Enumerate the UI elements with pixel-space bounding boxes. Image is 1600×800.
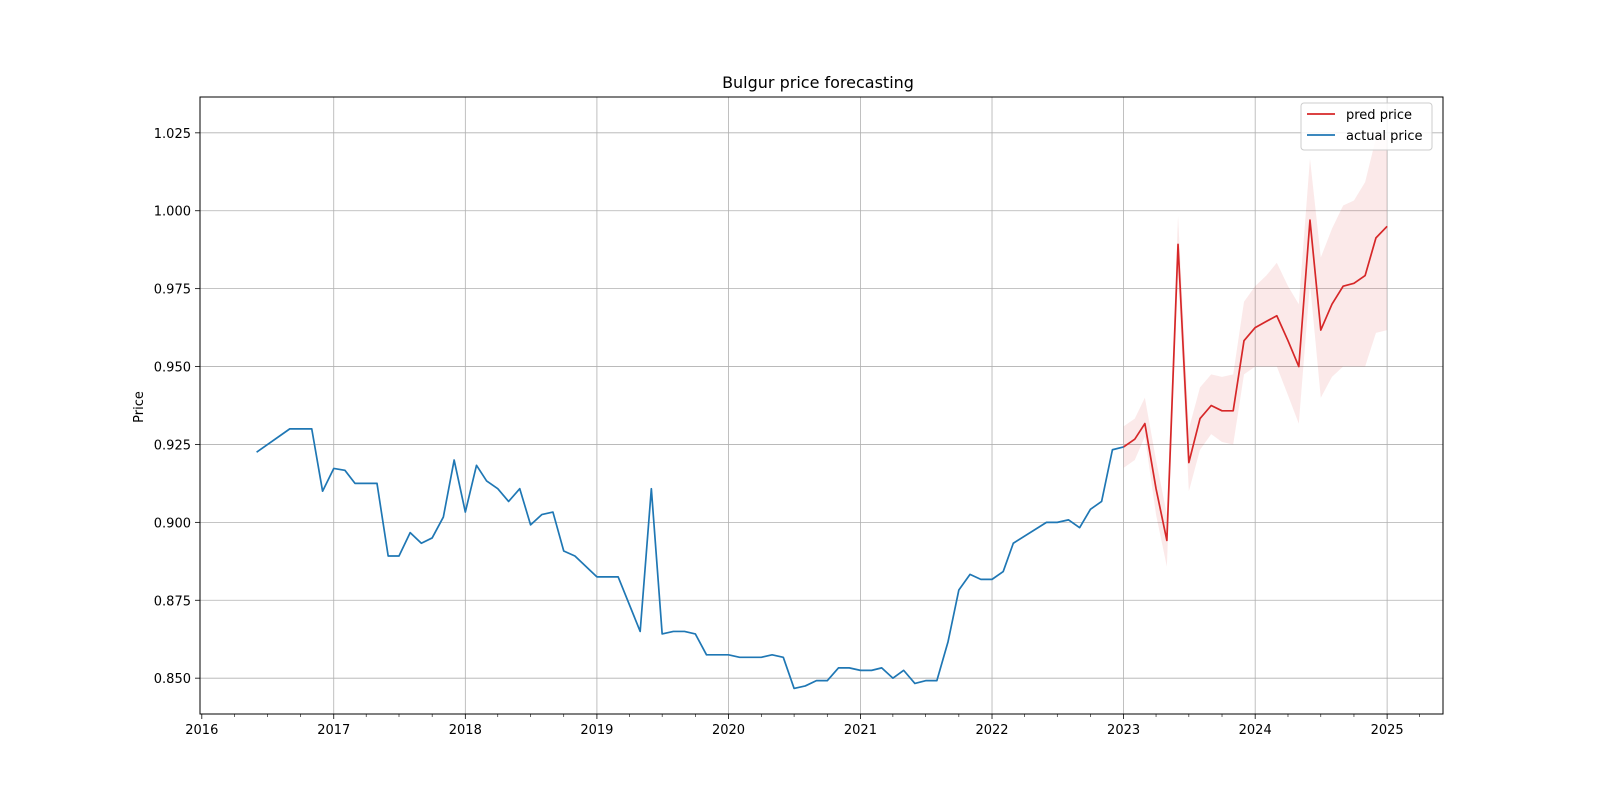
x-tick-label: 2021	[844, 723, 877, 738]
x-tick-label: 2023	[1107, 723, 1140, 738]
x-tick-label: 2019	[580, 723, 613, 738]
y-tick-label: 1.000	[154, 205, 191, 220]
x-axis: 2016 2017 2018 2019 2020 2021 2022 2023 2024 2025	[185, 714, 1420, 738]
actual-price-line	[256, 428, 1124, 690]
y-tick-label: 0.900	[154, 516, 191, 531]
series-lines	[256, 219, 1388, 690]
x-tick-label: 2018	[449, 723, 482, 738]
x-tick-label: 2024	[1239, 723, 1272, 738]
chart-title: Bulgur price forecasting	[722, 73, 914, 92]
legend-label-pred: pred price	[1346, 108, 1412, 123]
plot-frame	[199, 96, 1444, 715]
grid	[200, 97, 1443, 714]
y-tick-label: 0.925	[154, 438, 191, 453]
y-tick-label: 0.975	[154, 283, 191, 298]
x-tick-label: 2017	[317, 723, 350, 738]
y-tick-label: 1.025	[154, 127, 191, 142]
y-tick-label: 0.875	[154, 594, 191, 609]
x-tick-label: 2022	[975, 723, 1008, 738]
y-tick-label: 0.850	[154, 672, 191, 687]
y-axis-label: Price	[132, 391, 147, 423]
x-tick-label: 2025	[1371, 723, 1404, 738]
pred-price-line	[1123, 219, 1388, 542]
y-tick-label: 0.950	[154, 361, 191, 376]
y-axis: 0.850 0.875 0.900 0.925 0.950 0.975 1.000 1.025	[154, 127, 200, 687]
x-tick-label: 2016	[185, 723, 218, 738]
legend-label-actual: actual price	[1346, 129, 1423, 144]
legend: pred price actual price	[1300, 102, 1433, 151]
x-tick-label: 2020	[712, 723, 745, 738]
